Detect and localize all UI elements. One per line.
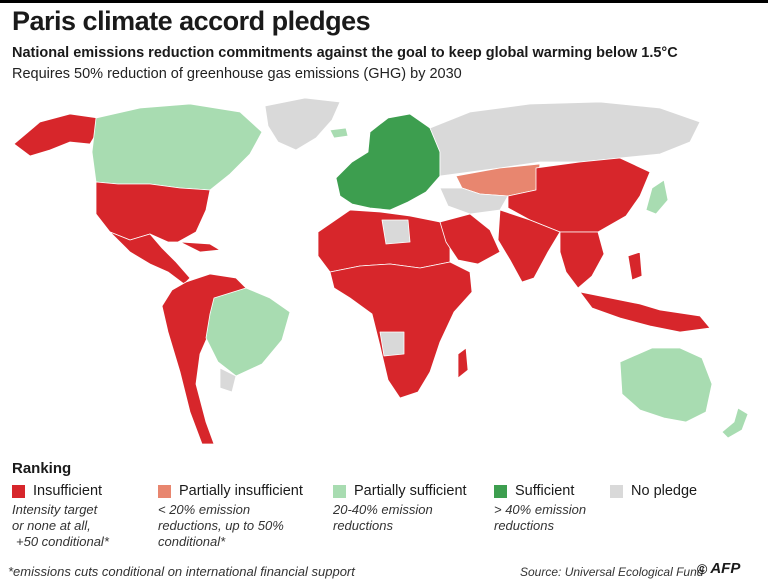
subtitle-secondary: Requires 50% reduction of greenhouse gas…: [12, 66, 462, 82]
legend-desc-line: reductions, up to 50%: [158, 518, 284, 533]
region-southeast-asia: [559, 231, 605, 289]
legend-label: Insufficient: [33, 483, 103, 499]
region-libya: [381, 219, 411, 245]
region-japan: [645, 179, 669, 215]
region-alaska: [13, 113, 99, 157]
legend-desc-line: Intensity target: [12, 502, 98, 517]
region-philippines: [627, 251, 643, 281]
region-madagascar: [457, 347, 469, 379]
legend-label: Sufficient: [515, 483, 575, 499]
page-title: Paris climate accord pledges: [12, 6, 371, 36]
region-south-america-grey: [219, 367, 237, 393]
region-central-asia: [439, 187, 509, 215]
afp-logo: © AFP: [697, 560, 740, 577]
region-new-zealand: [721, 407, 749, 439]
region-north-africa: [317, 209, 451, 273]
region-greenland: [264, 97, 341, 151]
legend-item-sufficient: Sufficient > 40% emission reductions: [494, 483, 586, 534]
copyright-icon: ©: [697, 560, 708, 577]
logo-text: AFP: [710, 560, 741, 577]
legend-desc-line: reductions: [494, 518, 554, 533]
source-credit: Source: Universal Ecological Fund: [520, 565, 704, 579]
region-indonesia: [579, 291, 711, 333]
legend-heading: Ranking: [12, 460, 72, 477]
legend-swatch: [610, 484, 623, 498]
footnote: *emissions cuts conditional on internati…: [8, 564, 355, 579]
legend-label: No pledge: [631, 483, 698, 499]
region-mexico-central-america: [109, 231, 191, 285]
region-australia: [619, 347, 713, 423]
region-europe: [335, 113, 441, 211]
region-canada: [91, 103, 263, 191]
legend-item-insufficient: Insufficient Intensity target or none at…: [12, 483, 109, 550]
region-iceland: [329, 127, 349, 139]
legend-item-no-pledge: No pledge: [610, 483, 697, 499]
legend-swatch: [158, 484, 171, 498]
legend-desc-line: reductions: [333, 518, 393, 533]
region-brazil: [205, 287, 291, 377]
legend-swatch: [333, 484, 346, 498]
legend-swatch: [12, 484, 25, 498]
subtitle: National emissions reduction commitments…: [12, 45, 678, 61]
legend-item-partially-sufficient: Partially sufficient 20-40% emission red…: [333, 483, 467, 534]
region-caribbean: [179, 241, 221, 253]
region-arabia: [439, 213, 501, 265]
legend-desc-line: conditional*: [158, 534, 226, 549]
world-map: [13, 97, 749, 445]
top-rule: [0, 0, 768, 3]
legend-label: Partially sufficient: [354, 483, 467, 499]
legend-desc-line: < 20% emission: [158, 502, 251, 517]
legend-swatch: [494, 484, 507, 498]
legend-desc-line: 20-40% emission: [333, 502, 433, 517]
region-russia: [429, 101, 701, 177]
legend-desc-line: > 40% emission: [494, 502, 587, 517]
region-india: [497, 209, 561, 283]
legend-item-partially-insufficient: Partially insufficient < 20% emission re…: [158, 483, 303, 550]
legend-label: Partially insufficient: [179, 483, 303, 499]
legend-desc-line: +50 conditional*: [16, 534, 109, 549]
region-central-africa: [329, 261, 473, 399]
region-africa-grey: [379, 331, 405, 357]
region-south-america-north: [161, 273, 247, 445]
legend-desc-line: or none at all,: [12, 518, 91, 533]
